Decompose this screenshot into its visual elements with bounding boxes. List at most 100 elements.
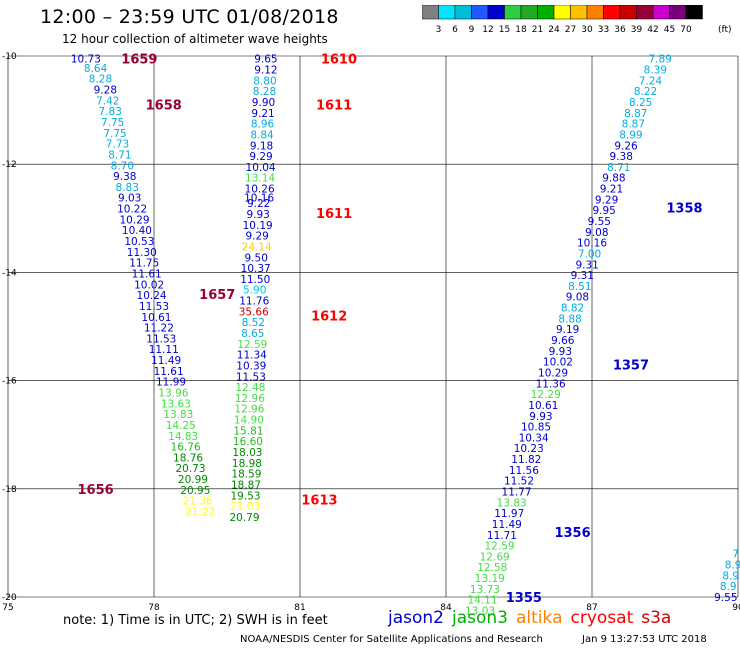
swh-value-label: 13.83 [497,497,527,509]
swh-value-label: 9.26 [614,140,638,152]
swh-value-label: 21.03 [230,501,260,513]
legend-tick-label: 3 [436,25,442,35]
swh-value-label: 10.16 [577,238,607,250]
swh-value-label: 10.61 [141,312,171,324]
swh-value-label: 11.77 [502,487,532,499]
x-tick-label: 87 [586,603,597,613]
pass-time-label: 1611 [316,99,352,114]
swh-value-label: 9.93 [549,346,572,358]
pass-time-label: 1657 [199,288,235,303]
swh-value-label: 10.37 [241,263,271,275]
swh-value-label: 10.39 [236,360,266,372]
swh-value-label: 19.53 [230,490,260,502]
swh-value-label: 9.66 [551,335,575,347]
swh-value-label: 11.61 [132,268,162,280]
legend-tick-label: 24 [548,25,560,35]
swh-value-label: 9.90 [252,97,275,109]
swh-value-label: 9.28 [94,85,117,97]
swh-value-label: 9.12 [254,65,277,77]
swh-value-label: 11.71 [487,530,517,542]
swh-value-label: 20.99 [178,474,208,486]
pass-time-label: 1658 [146,99,182,114]
legend-tick-label: 21 [532,25,543,35]
swh-value-label: 8.87 [624,108,647,120]
credit-line: NOAA/NESDIS Center for Satellite Applica… [240,634,543,645]
swh-value-label: 9.03 [118,193,141,205]
swh-value-label: 9.55 [588,216,611,228]
swh-value-label: 8.83 [116,182,139,194]
legend-tick-label: 45 [664,25,675,35]
x-tick-label: 75 [2,603,13,613]
swh-value-label: 8.28 [253,86,276,98]
swh-value-label: 14.11 [467,595,497,607]
swh-value-label: 10.61 [528,400,558,412]
legend-tick-label: 6 [452,25,458,35]
swh-value-label: 9.29 [595,194,618,206]
swh-value-label: 7.75 [101,117,124,129]
swh-value-label: 8.28 [89,74,112,86]
swh-value-label: 9.38 [113,171,136,183]
swh-value-label: 20.79 [229,512,259,524]
swh-value-label: 7 [732,549,739,561]
swh-value-label: 9.50 [245,252,268,264]
swh-value-label: 9.29 [249,151,272,163]
swh-value-label: 10.29 [538,367,568,379]
swh-value-label: 9.08 [566,292,589,304]
x-tick-label: 78 [148,603,160,613]
legend-tick-label: 15 [499,25,510,35]
legend-swatch [685,5,703,20]
swh-value-label: 12.58 [477,562,507,574]
swh-value-label: 7.83 [99,106,122,118]
swh-value-label: 9.38 [610,151,633,163]
swh-value-label: 9.93 [246,209,269,221]
y-tick-label: -20 [2,593,17,603]
swh-value-label: 13.73 [470,584,500,596]
satellite-legend-item: s3a [641,608,672,628]
swh-value-label: 10.73 [71,54,101,66]
swh-value-label: 10.85 [521,422,551,434]
swh-value-label: 11.36 [536,378,566,390]
swh-value-label: 14.83 [168,431,198,443]
swh-value-label: 14.25 [166,420,196,432]
legend-tick-label: 27 [565,25,576,35]
swh-value-label: 12.69 [480,551,510,563]
swh-value-label: 11.99 [156,377,186,389]
y-tick-label: -14 [2,268,17,278]
y-tick-label: -12 [2,160,17,170]
swh-value-label: 11.30 [127,247,157,259]
y-tick-label: -10 [2,52,17,62]
swh-value-label: 16.60 [233,436,263,448]
swh-value-label: 18.98 [232,458,262,470]
units-note: note: 1) Time is in UTC; 2) SWH is in fe… [63,613,328,628]
swh-value-label: 12.96 [235,393,265,405]
pass-time-label: 1357 [613,358,649,373]
legend-tick-label: 36 [614,25,626,35]
swh-value-label: 8.82 [561,303,584,315]
swh-value-label: 9.22 [247,198,270,210]
swh-value-label: 8.96 [251,119,275,131]
swh-value-label: 9.95 [592,205,615,217]
legend-tick-label: 42 [647,25,658,35]
swh-value-label: 11.76 [239,296,269,308]
swh-value-label: 7.00 [578,248,601,260]
legend-tick-label: 18 [515,25,527,35]
chart-subtitle: 12 hour collection of altimeter wave hei… [62,32,328,46]
swh-value-label: 8.80 [253,75,276,87]
swh-value-label: 8.9 [720,581,737,593]
swh-value-label: 13.03 [465,606,495,618]
swh-value-label: 10.04 [246,162,276,174]
legend-tick-label: 30 [581,25,593,35]
swh-value-label: 11.34 [237,350,267,362]
satellite-legend-item: altika [516,608,563,628]
swh-value-label: 9.93 [529,411,552,423]
swh-value-label: 11.53 [146,333,176,345]
pass-time-label: 1613 [301,494,337,509]
swh-value-label: 9.19 [556,324,579,336]
swh-value-label: 24.14 [242,241,272,253]
swh-value-label: 18.59 [231,469,261,481]
swh-value-label: 11.11 [149,344,179,356]
swh-value-label: 10.02 [134,279,164,291]
swh-value-label: 9.31 [575,259,598,271]
swh-value-label: 10.24 [137,290,167,302]
y-tick-label: -18 [2,485,17,495]
